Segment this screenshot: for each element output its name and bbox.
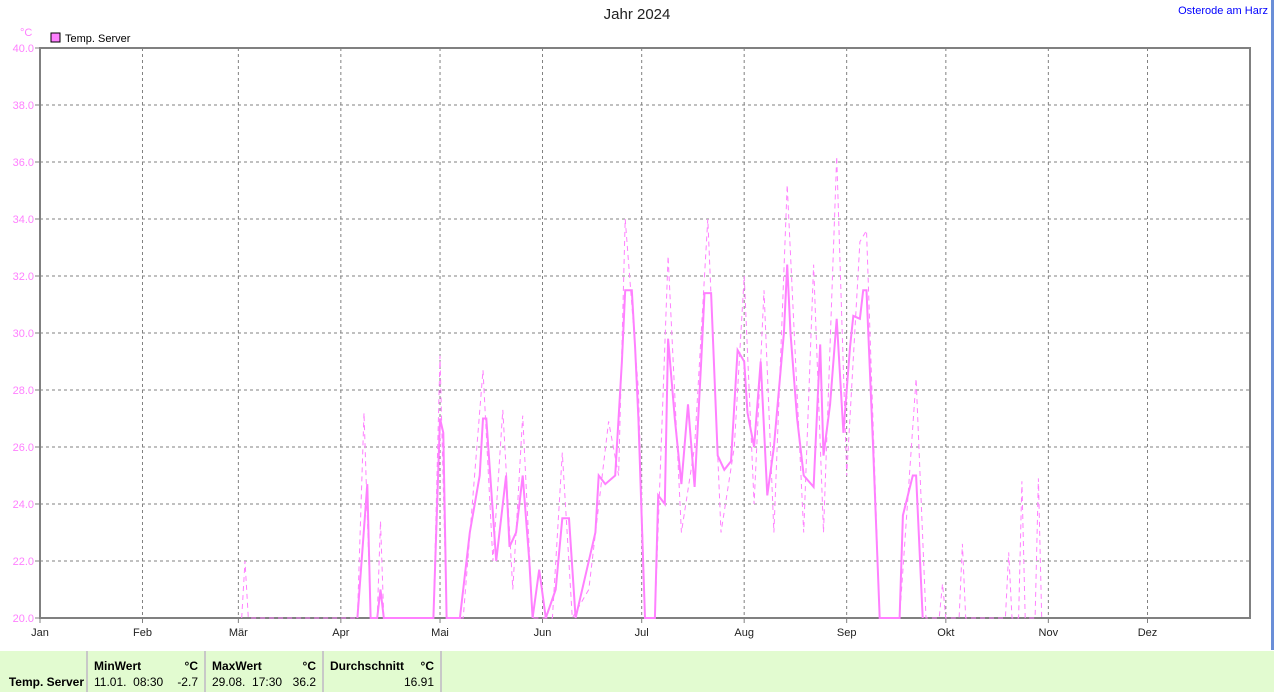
avg-cell: Durchschnitt °C 16.91 bbox=[324, 651, 442, 692]
stats-footer: Temp. Server MinWert °C 11.01. 08:30 -2.… bbox=[0, 651, 1274, 692]
y-tick-label: 28.0 bbox=[13, 385, 34, 397]
footer-label-cell: Temp. Server bbox=[0, 651, 88, 692]
avg-value: 16.91 bbox=[403, 675, 434, 689]
x-tick-label: Nov bbox=[1039, 627, 1059, 639]
window-edge bbox=[1271, 0, 1274, 650]
y-tick-label: 20.0 bbox=[13, 613, 34, 625]
min-cell: MinWert °C 11.01. 08:30 -2.7 bbox=[88, 651, 206, 692]
legend-swatch bbox=[50, 32, 61, 43]
min-time: 11.01. 08:30 bbox=[94, 675, 164, 689]
y-tick-label: 32.0 bbox=[13, 271, 34, 283]
y-axis-unit: °C bbox=[20, 27, 32, 39]
chart-title: Jahr 2024 bbox=[603, 6, 671, 23]
legend-label: Temp. Server bbox=[65, 33, 131, 45]
avg-header: Durchschnitt bbox=[330, 659, 405, 673]
max-time: 29.08. 17:30 bbox=[212, 675, 283, 689]
y-tick-label: 38.0 bbox=[13, 100, 34, 112]
x-tick-label: Feb bbox=[133, 627, 152, 639]
footer-row-label: Temp. Server bbox=[8, 675, 84, 689]
y-tick-label: 36.0 bbox=[13, 157, 34, 169]
y-tick-label: 40.0 bbox=[13, 43, 34, 55]
min-header: MinWert bbox=[94, 659, 142, 673]
y-tick-label: 34.0 bbox=[13, 214, 34, 226]
x-tick-label: Okt bbox=[937, 627, 954, 639]
x-tick-label: Jun bbox=[534, 627, 552, 639]
y-tick-label: 30.0 bbox=[13, 328, 34, 340]
x-tick-label: Jan bbox=[31, 627, 49, 639]
x-tick-label: Dez bbox=[1138, 627, 1158, 639]
max-header: MaxWert bbox=[212, 659, 262, 673]
avg-unit: °C bbox=[420, 659, 434, 673]
y-tick-label: 26.0 bbox=[13, 442, 34, 454]
chart: 20.0 22.0 24.0 26.0 28.0 30.0 32.0 34.0 36.0 38.0… bbox=[13, 27, 1251, 639]
series-line-dashed bbox=[241, 156, 1043, 620]
x-tick-label: Jul bbox=[635, 627, 649, 639]
y-tick-label: 22.0 bbox=[13, 556, 34, 568]
x-tick-label: Apr bbox=[332, 627, 349, 639]
max-value: 36.2 bbox=[292, 675, 316, 689]
location-link[interactable]: Osterode am Harz bbox=[1178, 5, 1268, 17]
min-value: -2.7 bbox=[177, 675, 198, 689]
min-unit: °C bbox=[184, 659, 198, 673]
x-tick-label: Mär bbox=[229, 627, 248, 639]
max-unit: °C bbox=[302, 659, 316, 673]
y-tick-label: 24.0 bbox=[13, 499, 34, 511]
x-tick-label: Aug bbox=[734, 627, 754, 639]
x-tick-label: Sep bbox=[837, 627, 857, 639]
max-cell: MaxWert °C 29.08. 17:30 36.2 bbox=[206, 651, 324, 692]
series-line-solid bbox=[356, 264, 924, 619]
x-tick-label: Mai bbox=[431, 627, 449, 639]
